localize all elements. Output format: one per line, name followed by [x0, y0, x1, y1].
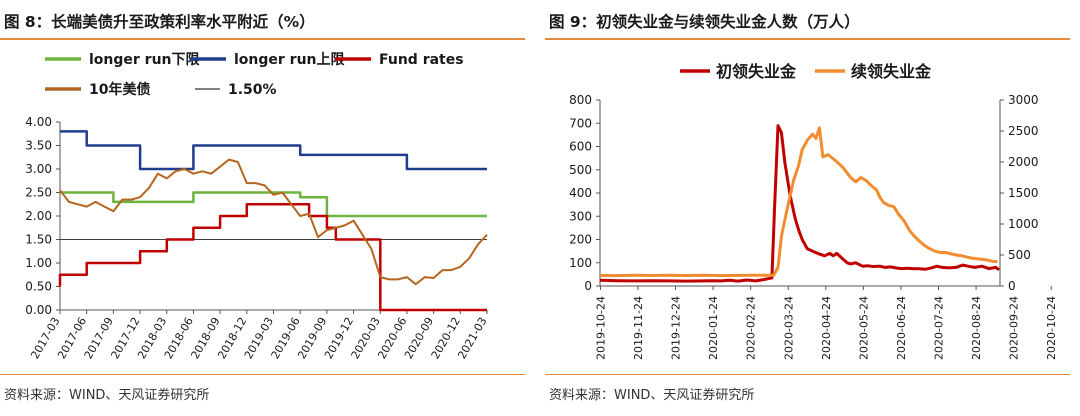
right-y-left-tick-label: 800 [569, 93, 592, 107]
right-source-divider [545, 374, 1070, 375]
right-y-left-tick-label: 500 [569, 163, 592, 177]
right-x-tick-label: 2019-11-24 [632, 296, 645, 360]
right-y-right-tick-label: 500 [1008, 248, 1031, 262]
right-y-left-tick-label: 100 [569, 256, 592, 270]
left-y-tick-label: 0.00 [25, 303, 52, 317]
right-x-tick-label: 2020-01-24 [707, 296, 720, 360]
left-series-line-1 [60, 130, 487, 171]
right-x-tick-label: 2020-04-24 [820, 296, 833, 360]
right-x-tick-label: 2020-05-24 [857, 296, 870, 360]
right-title-divider [545, 38, 1070, 40]
left-series-line-0 [60, 191, 487, 218]
right-x-tick-label: 2019-10-24 [594, 296, 607, 360]
right-y-right-tick-label: 2500 [1008, 124, 1039, 138]
left-y-tick-label: 2.00 [25, 209, 52, 223]
left-legend-label-1: longer run上限 [234, 52, 345, 68]
left-legend-label-2: Fund rates [379, 52, 464, 68]
right-y-right-tick-label: 1500 [1008, 186, 1039, 200]
left-legend-label-0: longer run下限 [89, 52, 200, 68]
left-source-note: 资料来源：WIND、天风证券研究所 [4, 388, 210, 403]
right-y-left-tick-label: 700 [569, 116, 592, 130]
right-legend-label-1: 续领失业金 [851, 62, 932, 81]
left-chart-svg: 0.000.501.001.502.002.503.003.504.002017… [25, 52, 489, 361]
right-legend-label-0: 初领失业金 [716, 62, 797, 81]
right-x-tick-label: 2020-07-24 [933, 296, 946, 360]
right-y-right-tick-label: 2000 [1008, 155, 1039, 169]
right-x-tick-label: 2020-08-24 [970, 296, 983, 360]
left-y-tick-label: 2.50 [25, 186, 52, 200]
left-y-tick-label: 1.50 [25, 233, 52, 247]
left-title-divider [0, 38, 525, 40]
right-y-left-tick-label: 0 [584, 279, 592, 293]
right-y-right-tick-label: 3000 [1008, 93, 1039, 107]
right-series-line-1 [599, 126, 998, 278]
left-y-tick-label: 1.00 [25, 256, 52, 270]
left-chart-panel: 图 8：长端美债升至政策利率水平附近（%） 0.00 0.50 1.00 1.50 2.… [0, 0, 535, 416]
right-y-left-tick-label: 600 [569, 140, 592, 154]
right-x-tick-label: 2019-12-24 [670, 296, 683, 360]
right-y-left-tick-label: 200 [569, 233, 592, 247]
left-source-divider [0, 374, 525, 375]
right-x-tick-label: 2020-09-24 [1008, 296, 1021, 360]
left-y-tick-label: 3.50 [25, 139, 52, 153]
right-chart-panel: 图 9：初领失业金与续领失业金人数（万人） 0 100 200 300 400 500 60… [545, 0, 1080, 416]
left-y-tick-label: 3.00 [25, 162, 52, 176]
left-series-line-3 [59, 158, 488, 286]
right-y-left-tick-label: 400 [569, 186, 592, 200]
right-series-line-0 [599, 124, 1000, 283]
right-x-tick-label: 2020-10-24 [1045, 296, 1058, 360]
right-chart-title: 图 9：初领失业金与续领失业金人数（万人） [549, 13, 860, 31]
right-chart-svg: 0 100 200 300 400 500 600 700 800 0 500 1000 1500 200… [569, 62, 1058, 360]
left-legend-label-ref: 1.50% [228, 82, 277, 98]
left-chart-title: 图 8：长端美债升至政策利率水平附近（%） [4, 13, 315, 31]
right-x-tick-label: 2020-06-24 [895, 296, 908, 360]
left-y-tick-label: 4.00 [25, 115, 52, 129]
right-x-tick-label: 2020-02-24 [745, 296, 758, 360]
left-legend-label-3: 10年美债 [89, 81, 150, 98]
right-y-left-tick-label: 300 [569, 209, 592, 223]
right-y-right-tick-label: 1000 [1008, 217, 1039, 231]
left-series-line-2 [58, 203, 487, 312]
right-x-tick-label: 2020-03-24 [782, 296, 795, 360]
right-source-note: 资料来源：WIND、天风证券研究所 [549, 388, 755, 403]
right-y-right-tick-label: 0 [1008, 279, 1016, 293]
left-y-tick-label: 0.50 [25, 280, 52, 294]
